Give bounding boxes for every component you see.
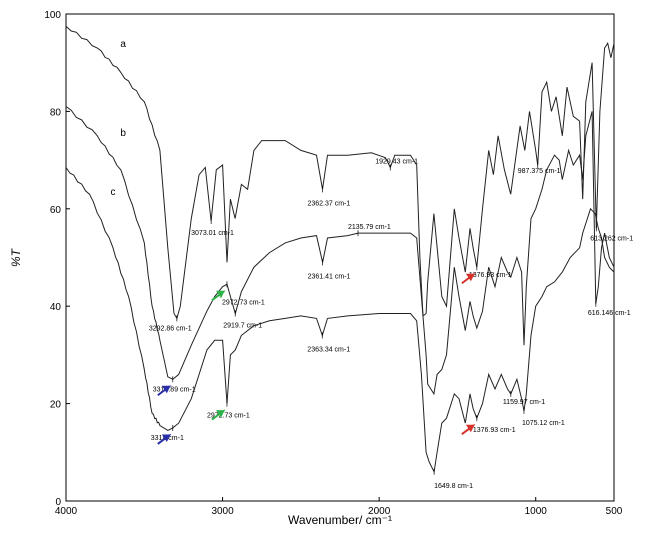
arrow-head <box>465 423 476 433</box>
spectrum-line-c <box>65 167 615 474</box>
peak-label: 1376.93 cm-1 <box>473 427 516 434</box>
peak-label: 1075.12 cm-1 <box>522 420 565 427</box>
y-tick-label: 40 <box>50 302 62 313</box>
x-tick-label: 2000 <box>368 506 391 517</box>
arrow-head <box>161 433 172 442</box>
y-tick-label: 80 <box>50 107 62 118</box>
peak-label: 1159.97 cm-1 <box>503 399 545 406</box>
spectra-layer: a b c <box>65 25 615 474</box>
series-label-b: b <box>120 128 126 139</box>
arrow-head <box>161 384 172 394</box>
y-tick-label: 100 <box>44 10 61 21</box>
peak-label: 3318.89 cm-1 <box>153 386 196 393</box>
arrow-head <box>216 289 226 299</box>
peak-label: 616.146 cm-1 <box>588 310 631 317</box>
spectrum-line-b <box>65 106 615 396</box>
series-label-c: c <box>110 187 115 198</box>
peak-label: 1649.8 cm-1 <box>434 483 473 490</box>
arrow-head <box>216 409 226 418</box>
x-tick-label: 4000 <box>55 506 78 517</box>
peak-label: 1376.93 cm-1 <box>469 272 512 279</box>
peak-label: 2361.41 cm-1 <box>308 273 351 280</box>
peak-label: 2919.7 cm-1 <box>223 323 262 330</box>
arrow-head <box>465 272 476 282</box>
peak-label: 1929.43 cm-1 <box>375 158 418 165</box>
x-tick-label: 1000 <box>525 506 548 517</box>
peak-arrows <box>157 272 476 445</box>
peak-label: 987.375 cm-1 <box>518 168 561 175</box>
y-tick-label: 0 <box>55 497 61 508</box>
peak-label: 3292.86 cm-1 <box>149 325 192 332</box>
peak-label: 2972.73 cm-1 <box>207 413 250 420</box>
y-tick-label: 20 <box>50 400 62 411</box>
axis-ticks: 4000 3000 2000 1000 500 0 20 40 60 80 100 <box>44 10 622 517</box>
x-axis-title: Wavenumber/ cm⁻¹ <box>288 513 392 527</box>
x-tick-label: 500 <box>606 506 623 517</box>
y-tick-label: 60 <box>50 205 62 216</box>
x-tick-label: 3000 <box>211 506 234 517</box>
peak-label: 2135.79 cm-1 <box>348 224 391 231</box>
peak-label: 2363.34 cm-1 <box>307 346 350 353</box>
peak-label: 2972.73 cm-1 <box>222 299 265 306</box>
peak-label: 2362.37 cm-1 <box>307 200 350 207</box>
peak-label: 3073.01 cm-1 <box>191 230 234 237</box>
peak-label: 613.262 cm-1 <box>590 235 633 242</box>
peak-annotations: 3292.86 cm-1 3073.01 cm-1 2972.73 cm-1 2919… <box>149 158 633 489</box>
plot-frame <box>65 13 615 502</box>
spectrum-line-a <box>65 25 615 320</box>
series-label-a: a <box>120 39 126 50</box>
y-axis-title: %T <box>9 247 23 267</box>
